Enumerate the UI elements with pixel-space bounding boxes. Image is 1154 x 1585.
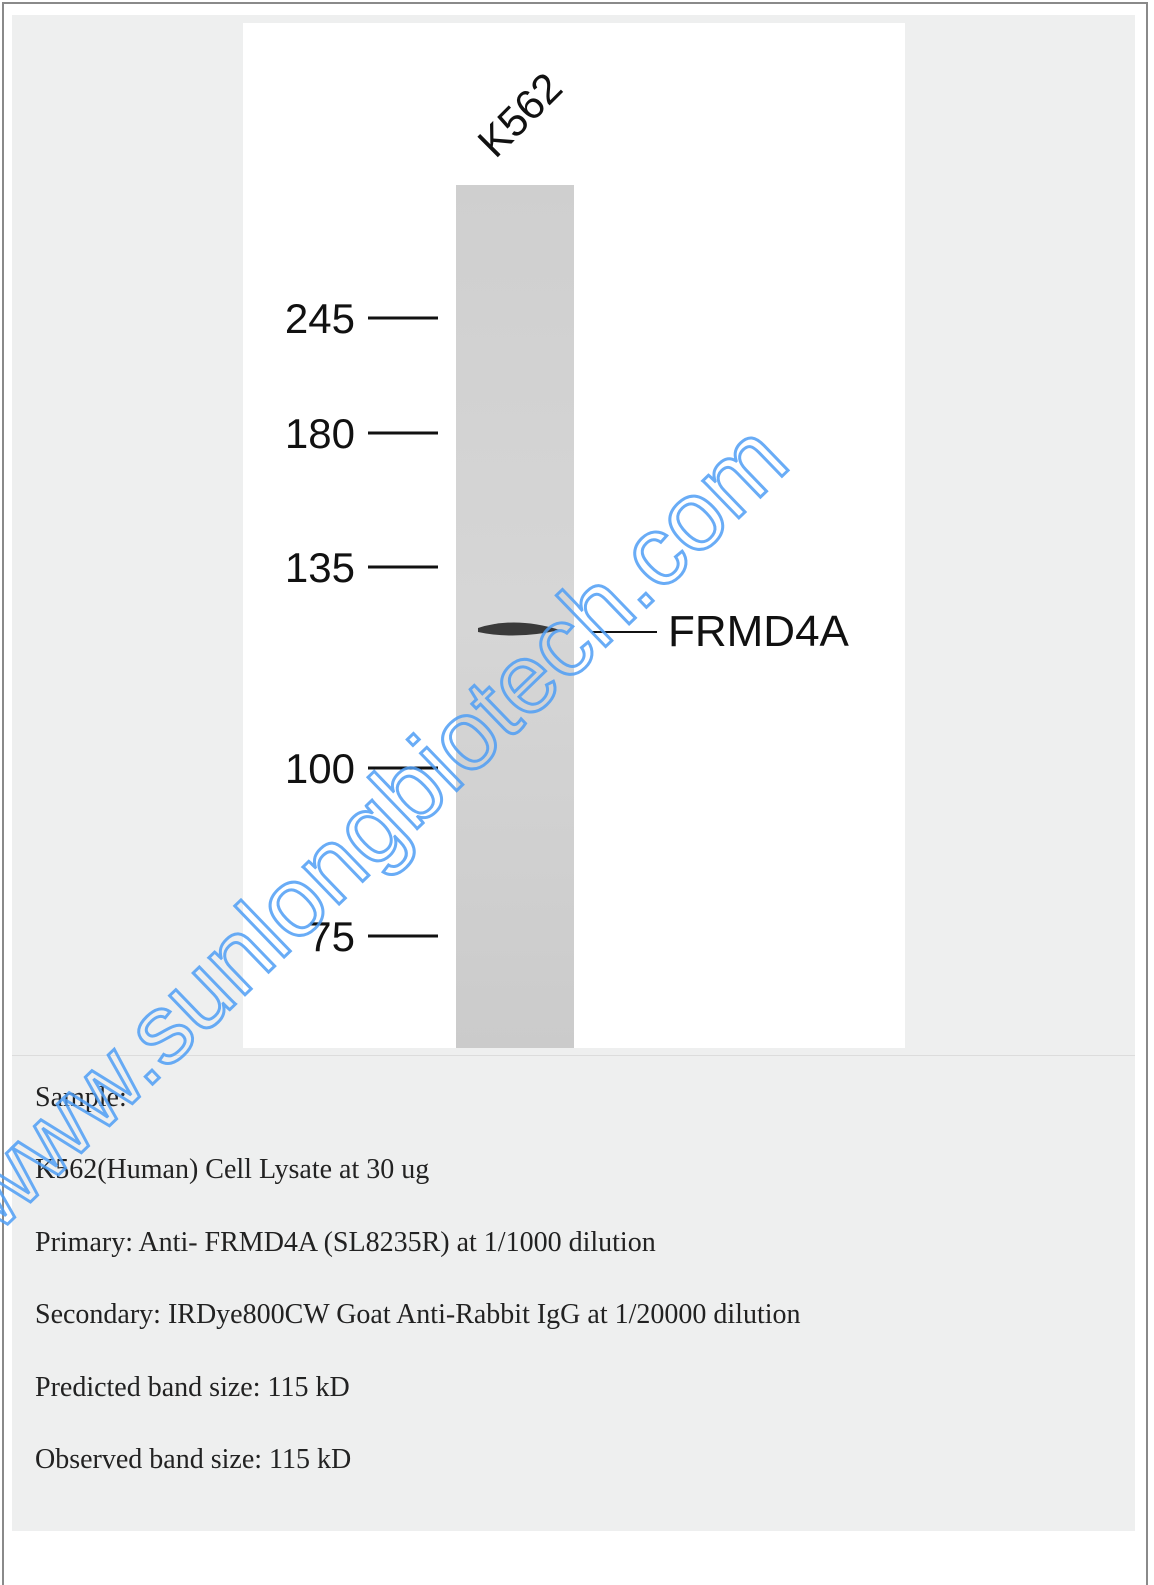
lane [456,185,574,1048]
marker-label: 180 [285,410,355,457]
caption-line: K562(Human) Cell Lysate at 30 ug [35,1128,801,1200]
marker-label: 75 [308,913,355,960]
page: K562 24518013510075 FRMD4A Sample:K562(H… [0,0,1154,1585]
caption-line: Sample: [35,1056,801,1128]
marker-label: 135 [285,544,355,591]
marker-label: 245 [285,295,355,342]
caption-line: Predicted band size: 115 kD [35,1346,801,1418]
caption-line: Primary: Anti- FRMD4A (SL8235R) at 1/100… [35,1201,801,1273]
band-label: FRMD4A [668,607,850,656]
caption-line: Secondary: IRDye800CW Goat Anti-Rabbit I… [35,1273,801,1345]
caption-line: Observed band size: 115 kD [35,1418,801,1490]
marker-label: 100 [285,745,355,792]
